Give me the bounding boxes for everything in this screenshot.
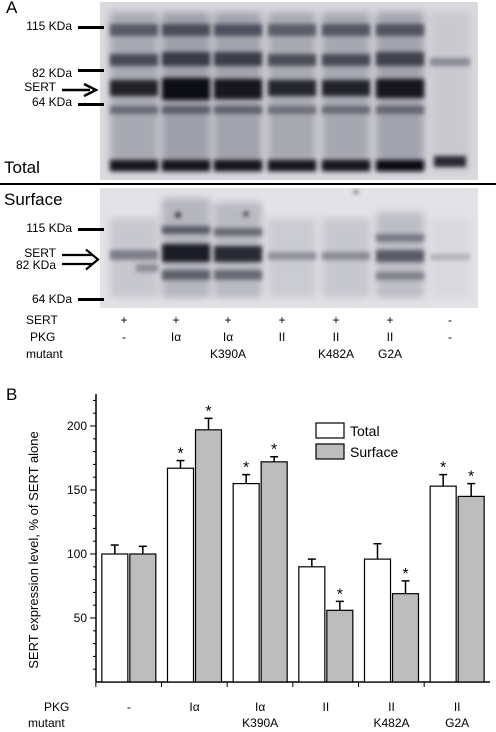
bar-surface — [129, 553, 157, 683]
total-marker-82: 82 KDa — [31, 66, 72, 80]
lane-SERT-value: + — [120, 313, 128, 327]
bar-total — [232, 482, 260, 683]
lane-PKG-value: - — [122, 330, 126, 344]
significance-marker: * — [205, 403, 211, 420]
significance-marker: * — [177, 446, 183, 463]
surface-blot-image — [100, 188, 478, 308]
lane-SERT-value: + — [224, 313, 232, 327]
chart-pkg-value: II — [322, 700, 330, 714]
panel-a-letter: A — [6, 0, 18, 17]
significance-marker: * — [468, 469, 474, 486]
chart-mutant-value: K482A — [373, 716, 410, 730]
chart-pkg-value: II — [388, 700, 395, 714]
surface-marker-115-tick — [78, 228, 104, 231]
lane-PKG-value: Iα — [170, 330, 182, 344]
bar-total — [363, 558, 392, 683]
lane-PKG-value: Iα — [222, 330, 234, 344]
significance-marker: * — [271, 442, 277, 459]
chart-pkg-value: Iα — [189, 700, 200, 714]
lane-PKG-value: - — [448, 330, 452, 344]
lane-SERT-value: + — [332, 313, 340, 327]
total-marker-82-tick — [78, 69, 104, 72]
lane-mutant-value: K390A — [209, 347, 247, 361]
lane-PKG-value: II — [332, 330, 340, 344]
lane-PKG-value: II — [386, 330, 394, 344]
legend-label-surface: Surface — [350, 444, 398, 460]
total-marker-sert: SERT — [24, 80, 56, 94]
chart-row-label-mutant: mutant — [28, 716, 65, 730]
chart-pkg-value: II — [453, 700, 461, 714]
bar-total — [166, 467, 195, 683]
chart-mutant-value: G2A — [445, 716, 470, 730]
surface-sert-arrow-icon — [62, 248, 100, 276]
lane-SERT-value: - — [448, 313, 452, 327]
lane-SERT-value: + — [278, 313, 286, 327]
panel-b-letter: B — [6, 385, 18, 404]
bar-surface — [326, 609, 354, 683]
significance-marker: * — [337, 586, 343, 603]
surface-marker-64: 64 KDa — [31, 292, 72, 306]
total-blot-svg — [100, 2, 478, 180]
blot-separator — [0, 183, 496, 185]
lane-PKG-value: II — [278, 330, 286, 344]
significance-marker: * — [402, 566, 408, 583]
lane-mutant-value: G2A — [377, 347, 402, 361]
legend-swatch-surface — [315, 443, 345, 460]
chart-pkg-value: Iα — [255, 700, 266, 714]
chart-mutant-value: K390A — [242, 716, 279, 730]
bar-surface — [391, 593, 420, 683]
significance-marker: * — [440, 460, 446, 477]
total-sert-arrow-icon — [62, 82, 99, 102]
surface-blot-svg — [100, 188, 478, 308]
bar-total — [429, 485, 457, 683]
lane-SERT-value: + — [172, 313, 180, 327]
surface-marker-82: 82 KDa — [15, 258, 56, 272]
legend-label-total: Total — [350, 423, 380, 439]
surface-label: Surface — [4, 190, 63, 209]
y-axis-label: SERT expression level, % of SERT alone — [26, 431, 41, 669]
surface-marker-115: 115 KDa — [26, 221, 72, 235]
bar-surface — [457, 495, 485, 683]
y-tick-label: 150 — [67, 483, 87, 497]
row-label-sert: SERT — [26, 313, 58, 327]
lane-SERT-value: + — [386, 313, 394, 327]
bar-chart: SERT expression level, % of SERT alone 5… — [26, 394, 490, 687]
y-tick-label: 50 — [74, 611, 88, 625]
bar-total — [101, 553, 129, 683]
chart-row-label-pkg: PKG — [44, 700, 70, 714]
surface-marker-64-tick — [78, 298, 104, 301]
bar-surface — [260, 461, 288, 683]
total-blot-image — [100, 2, 478, 180]
y-tick-label: 200 — [67, 419, 87, 433]
total-marker-64: 64 KDa — [31, 95, 72, 109]
total-marker-64-tick — [78, 103, 104, 106]
row-label-pkg: PKG — [30, 330, 56, 344]
lane-mutant-value: K482A — [317, 347, 355, 361]
significance-marker: * — [243, 460, 249, 477]
bar-total — [298, 566, 326, 683]
total-marker-115: 115 KDa — [26, 19, 72, 33]
y-tick-label: 100 — [67, 547, 87, 561]
legend-swatch-total — [315, 422, 345, 439]
row-label-mutant: mutant — [26, 347, 63, 361]
chart-pkg-value: - — [126, 700, 131, 714]
bar-surface — [194, 429, 223, 683]
total-label: Total — [4, 158, 40, 177]
total-marker-115-tick — [78, 26, 104, 29]
surface-marker-sert: SERT — [24, 246, 56, 260]
